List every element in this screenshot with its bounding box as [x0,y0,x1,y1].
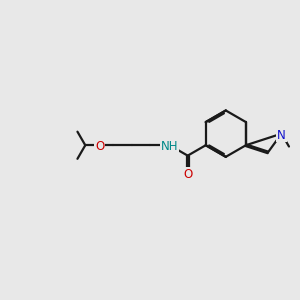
Text: O: O [95,140,104,153]
Text: O: O [183,168,192,181]
Text: NH: NH [161,140,178,153]
Text: N: N [277,129,286,142]
